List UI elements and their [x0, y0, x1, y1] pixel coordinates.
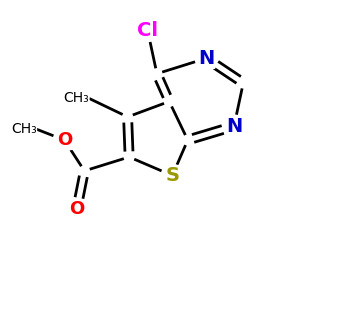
- Text: CH₃: CH₃: [11, 122, 37, 136]
- Text: Cl: Cl: [137, 21, 158, 40]
- Text: S: S: [165, 166, 179, 185]
- Text: O: O: [69, 200, 84, 219]
- Text: N: N: [198, 49, 215, 68]
- Text: O: O: [57, 131, 72, 149]
- Text: N: N: [226, 117, 242, 136]
- Text: CH₃: CH₃: [63, 91, 89, 106]
